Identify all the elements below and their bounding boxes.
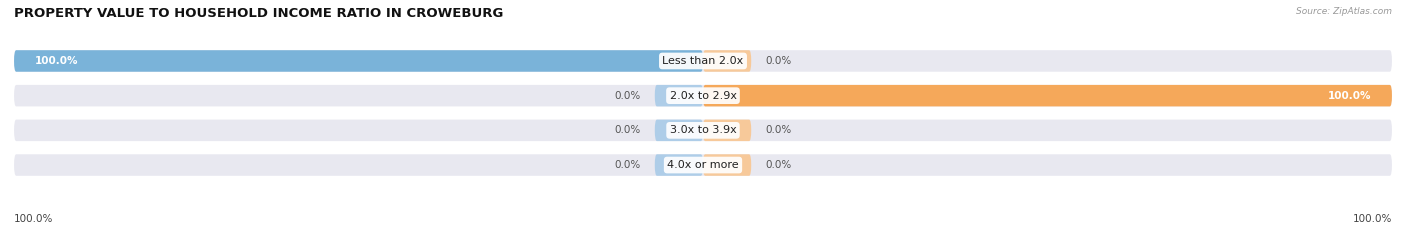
Text: 100.0%: 100.0% [35, 56, 79, 66]
Text: 3.0x to 3.9x: 3.0x to 3.9x [669, 125, 737, 135]
FancyBboxPatch shape [655, 120, 703, 141]
FancyBboxPatch shape [703, 120, 751, 141]
FancyBboxPatch shape [703, 85, 1392, 106]
FancyBboxPatch shape [14, 120, 1392, 141]
FancyBboxPatch shape [655, 154, 703, 176]
FancyBboxPatch shape [703, 154, 751, 176]
FancyBboxPatch shape [703, 50, 751, 72]
FancyBboxPatch shape [14, 154, 1392, 176]
Text: 0.0%: 0.0% [614, 125, 641, 135]
Text: 0.0%: 0.0% [765, 160, 792, 170]
FancyBboxPatch shape [14, 85, 1392, 106]
Text: Source: ZipAtlas.com: Source: ZipAtlas.com [1296, 7, 1392, 16]
Text: 0.0%: 0.0% [614, 91, 641, 101]
Text: 100.0%: 100.0% [14, 214, 53, 224]
Text: 0.0%: 0.0% [614, 160, 641, 170]
Text: PROPERTY VALUE TO HOUSEHOLD INCOME RATIO IN CROWEBURG: PROPERTY VALUE TO HOUSEHOLD INCOME RATIO… [14, 7, 503, 20]
FancyBboxPatch shape [14, 50, 703, 72]
FancyBboxPatch shape [14, 50, 1392, 72]
Text: 0.0%: 0.0% [765, 56, 792, 66]
FancyBboxPatch shape [655, 85, 703, 106]
Text: 4.0x or more: 4.0x or more [668, 160, 738, 170]
Text: 0.0%: 0.0% [765, 125, 792, 135]
Text: 100.0%: 100.0% [1353, 214, 1392, 224]
Text: Less than 2.0x: Less than 2.0x [662, 56, 744, 66]
Text: 100.0%: 100.0% [1327, 91, 1371, 101]
Text: 2.0x to 2.9x: 2.0x to 2.9x [669, 91, 737, 101]
